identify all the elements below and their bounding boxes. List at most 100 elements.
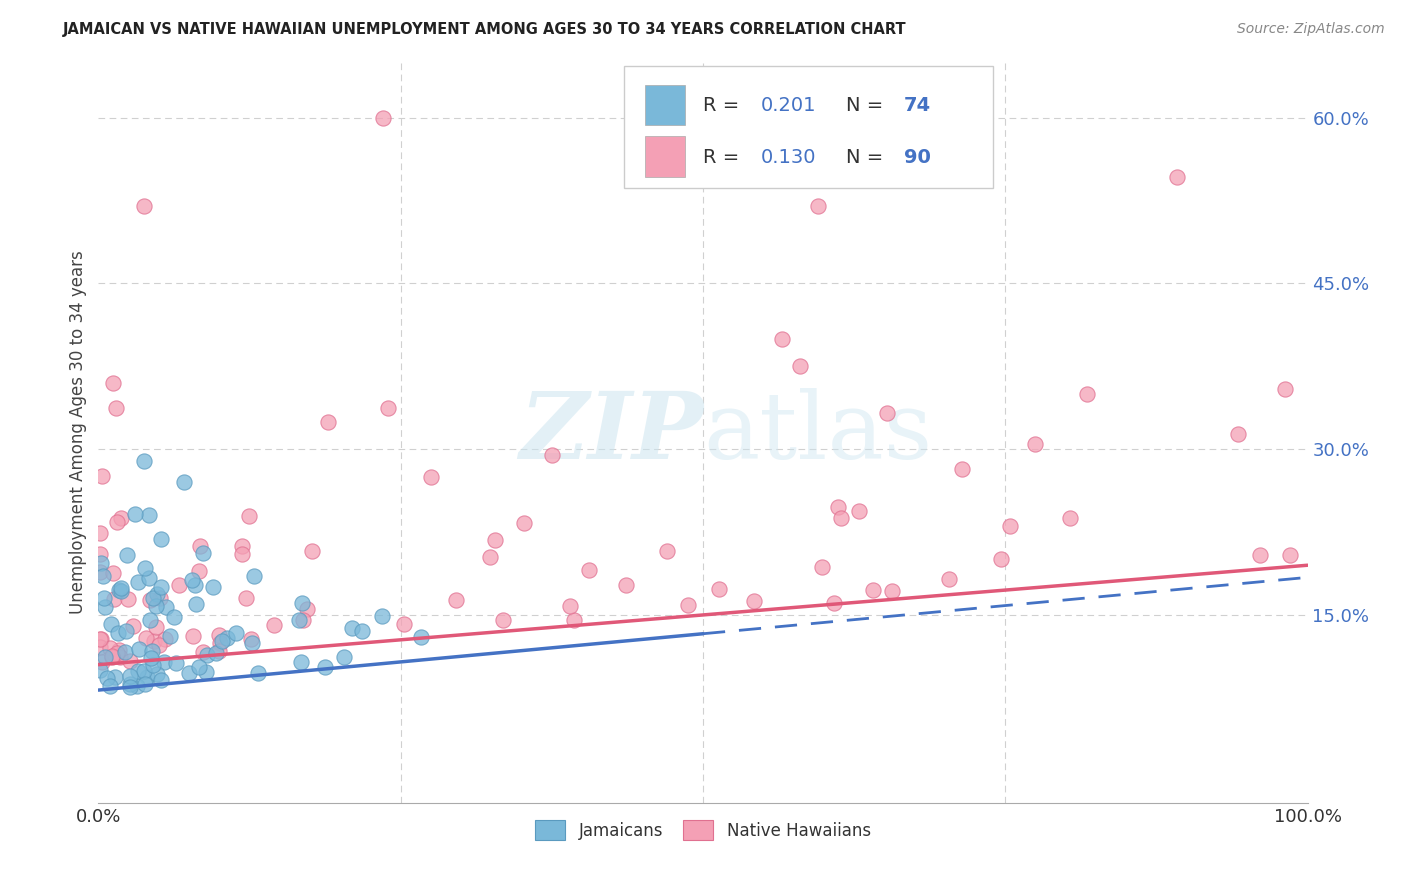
Jamaicans: [98, 679, 121, 693]
Native Hawaiians: [117, 591, 139, 606]
Text: 0.201: 0.201: [761, 95, 817, 115]
Jamaicans: [350, 624, 373, 638]
Native Hawaiians: [655, 543, 678, 558]
Native Hawaiians: [562, 613, 585, 627]
Jamaicans: [150, 673, 173, 687]
Jamaicans: [96, 671, 118, 685]
Text: N =: N =: [845, 95, 889, 115]
Native Hawaiians: [98, 641, 121, 656]
Jamaicans: [146, 666, 169, 681]
Jamaicans: [225, 625, 247, 640]
Native Hawaiians: [90, 632, 112, 647]
Native Hawaiians: [91, 469, 114, 483]
Native Hawaiians: [121, 618, 143, 632]
Native Hawaiians: [118, 654, 141, 668]
Jamaicans: [120, 676, 142, 690]
Jamaicans: [127, 574, 149, 589]
Jamaicans: [340, 621, 363, 635]
Native Hawaiians: [108, 650, 131, 665]
Native Hawaiians: [1274, 382, 1296, 396]
Jamaicans: [145, 599, 167, 613]
Jamaicans: [288, 613, 311, 627]
Native Hawaiians: [188, 540, 211, 554]
Native Hawaiians: [1059, 511, 1081, 525]
Native Hawaiians: [484, 533, 506, 548]
Jamaicans: [211, 634, 233, 648]
Jamaicans: [138, 571, 160, 585]
Native Hawaiians: [89, 632, 111, 647]
Jamaicans: [110, 581, 132, 595]
Jamaicans: [141, 658, 163, 673]
Native Hawaiians: [103, 592, 125, 607]
Jamaicans: [132, 664, 155, 678]
Jamaicans: [107, 583, 129, 598]
Native Hawaiians: [1249, 548, 1271, 562]
Native Hawaiians: [301, 544, 323, 558]
Jamaicans: [94, 649, 117, 664]
Jamaicans: [411, 630, 433, 644]
Native Hawaiians: [950, 461, 973, 475]
Jamaicans: [191, 546, 214, 560]
Native Hawaiians: [207, 644, 229, 658]
Jamaicans: [134, 676, 156, 690]
Jamaicans: [127, 664, 149, 678]
Jamaicans: [291, 596, 314, 610]
Native Hawaiians: [479, 550, 502, 565]
Native Hawaiians: [676, 599, 699, 613]
Native Hawaiians: [938, 573, 960, 587]
Jamaicans: [146, 587, 169, 601]
Native Hawaiians: [291, 613, 314, 627]
Native Hawaiians: [101, 648, 124, 663]
Native Hawaiians: [371, 111, 394, 125]
Native Hawaiians: [135, 631, 157, 645]
Jamaicans: [173, 475, 195, 490]
Native Hawaiians: [1166, 169, 1188, 184]
Native Hawaiians: [145, 620, 167, 634]
Native Hawaiians: [827, 500, 849, 514]
Native Hawaiians: [149, 591, 172, 606]
Jamaicans: [139, 613, 162, 627]
Native Hawaiians: [392, 617, 415, 632]
Jamaicans: [104, 670, 127, 684]
Native Hawaiians: [770, 332, 793, 346]
Native Hawaiians: [707, 582, 730, 596]
FancyBboxPatch shape: [624, 66, 993, 188]
Jamaicans: [215, 631, 238, 645]
Text: ZIP: ZIP: [519, 388, 703, 477]
Native Hawaiians: [444, 592, 467, 607]
Native Hawaiians: [208, 628, 231, 642]
Jamaicans: [139, 651, 162, 665]
Text: N =: N =: [845, 148, 889, 167]
Text: R =: R =: [703, 148, 745, 167]
Bar: [645, 85, 685, 126]
Jamaicans: [333, 649, 356, 664]
Text: 90: 90: [904, 148, 931, 167]
Jamaicans: [114, 624, 136, 638]
Native Hawaiians: [108, 643, 131, 657]
Native Hawaiians: [139, 593, 162, 607]
Jamaicans: [188, 660, 211, 674]
Text: 74: 74: [904, 95, 931, 115]
Native Hawaiians: [208, 635, 231, 649]
Native Hawaiians: [1278, 548, 1301, 562]
Native Hawaiians: [848, 504, 870, 518]
Jamaicans: [371, 608, 394, 623]
Jamaicans: [184, 597, 207, 611]
Native Hawaiians: [105, 646, 128, 660]
Native Hawaiians: [187, 564, 209, 578]
Native Hawaiians: [990, 552, 1012, 566]
Native Hawaiians: [744, 593, 766, 607]
Jamaicans: [142, 591, 165, 606]
Jamaicans: [89, 664, 111, 678]
Jamaicans: [90, 556, 112, 570]
Native Hawaiians: [101, 376, 124, 390]
Native Hawaiians: [558, 599, 581, 613]
Jamaicans: [242, 636, 264, 650]
Native Hawaiians: [181, 629, 204, 643]
Native Hawaiians: [142, 633, 165, 648]
Native Hawaiians: [101, 566, 124, 581]
Native Hawaiians: [104, 401, 127, 415]
Native Hawaiians: [89, 566, 111, 580]
Jamaicans: [134, 560, 156, 574]
Jamaicans: [290, 655, 312, 669]
